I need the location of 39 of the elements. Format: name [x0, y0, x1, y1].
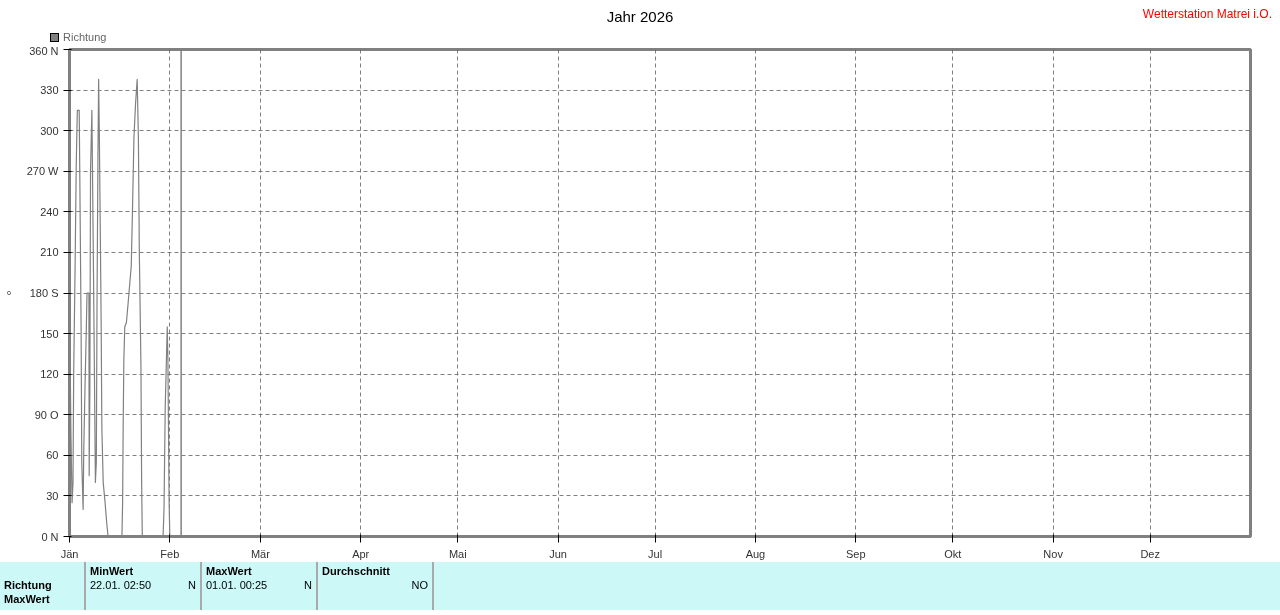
x-tick-label: Jän — [60, 547, 79, 560]
y-tick-label: 240 — [40, 205, 59, 218]
x-tick-label: Dez — [1140, 547, 1160, 560]
x-tick-label: Sep — [845, 547, 866, 560]
y-tick-label: 60 — [46, 449, 59, 462]
text: Durchschnitt — [322, 564, 391, 578]
y-tick-label: 180 S — [29, 287, 59, 299]
text: MaxWert — [4, 592, 51, 606]
text: N — [304, 578, 312, 592]
x-tick-label: Jul — [648, 547, 663, 560]
y-tick-label: 90 O — [34, 408, 59, 421]
x-tick-label: Mär — [250, 547, 271, 560]
text: 22.01. 02:50 — [90, 578, 152, 592]
x-tick-label: Nov — [1043, 547, 1064, 560]
y-tick-label: 150 — [40, 327, 59, 340]
text: MaxWert — [206, 564, 253, 578]
y-axis-title: ° — [3, 290, 19, 296]
x-tick-label: Feb — [160, 547, 180, 560]
x-tick-label: Apr — [352, 547, 370, 560]
text: NO — [410, 578, 428, 592]
chart-title: Jahr 2026 — [606, 8, 674, 25]
x-tick-label: Jun — [549, 547, 567, 560]
y-tick-label: 210 — [40, 246, 59, 259]
y-tick-label: 300 — [40, 124, 59, 137]
text: Wetterstation Matrei i.O. — [1142, 6, 1272, 23]
y-tick-label: 270 W — [26, 165, 60, 178]
y-tick-label: 120 — [40, 368, 59, 381]
x-tick-label: Okt — [944, 547, 962, 560]
x-tick-label: Aug — [745, 547, 766, 560]
x-tick-label: Mai — [448, 547, 467, 560]
y-tick-label: 330 — [40, 84, 59, 97]
legend-label: Richtung — [63, 30, 107, 45]
text: MinWert — [90, 564, 135, 578]
y-tick-label: 360 N — [29, 44, 59, 57]
text: 01.01. 00:25 — [206, 578, 268, 592]
text: N — [188, 578, 196, 592]
y-tick-label: 30 — [46, 489, 59, 502]
text: Richtung — [4, 578, 53, 592]
y-tick-label: 0 N — [41, 530, 59, 543]
